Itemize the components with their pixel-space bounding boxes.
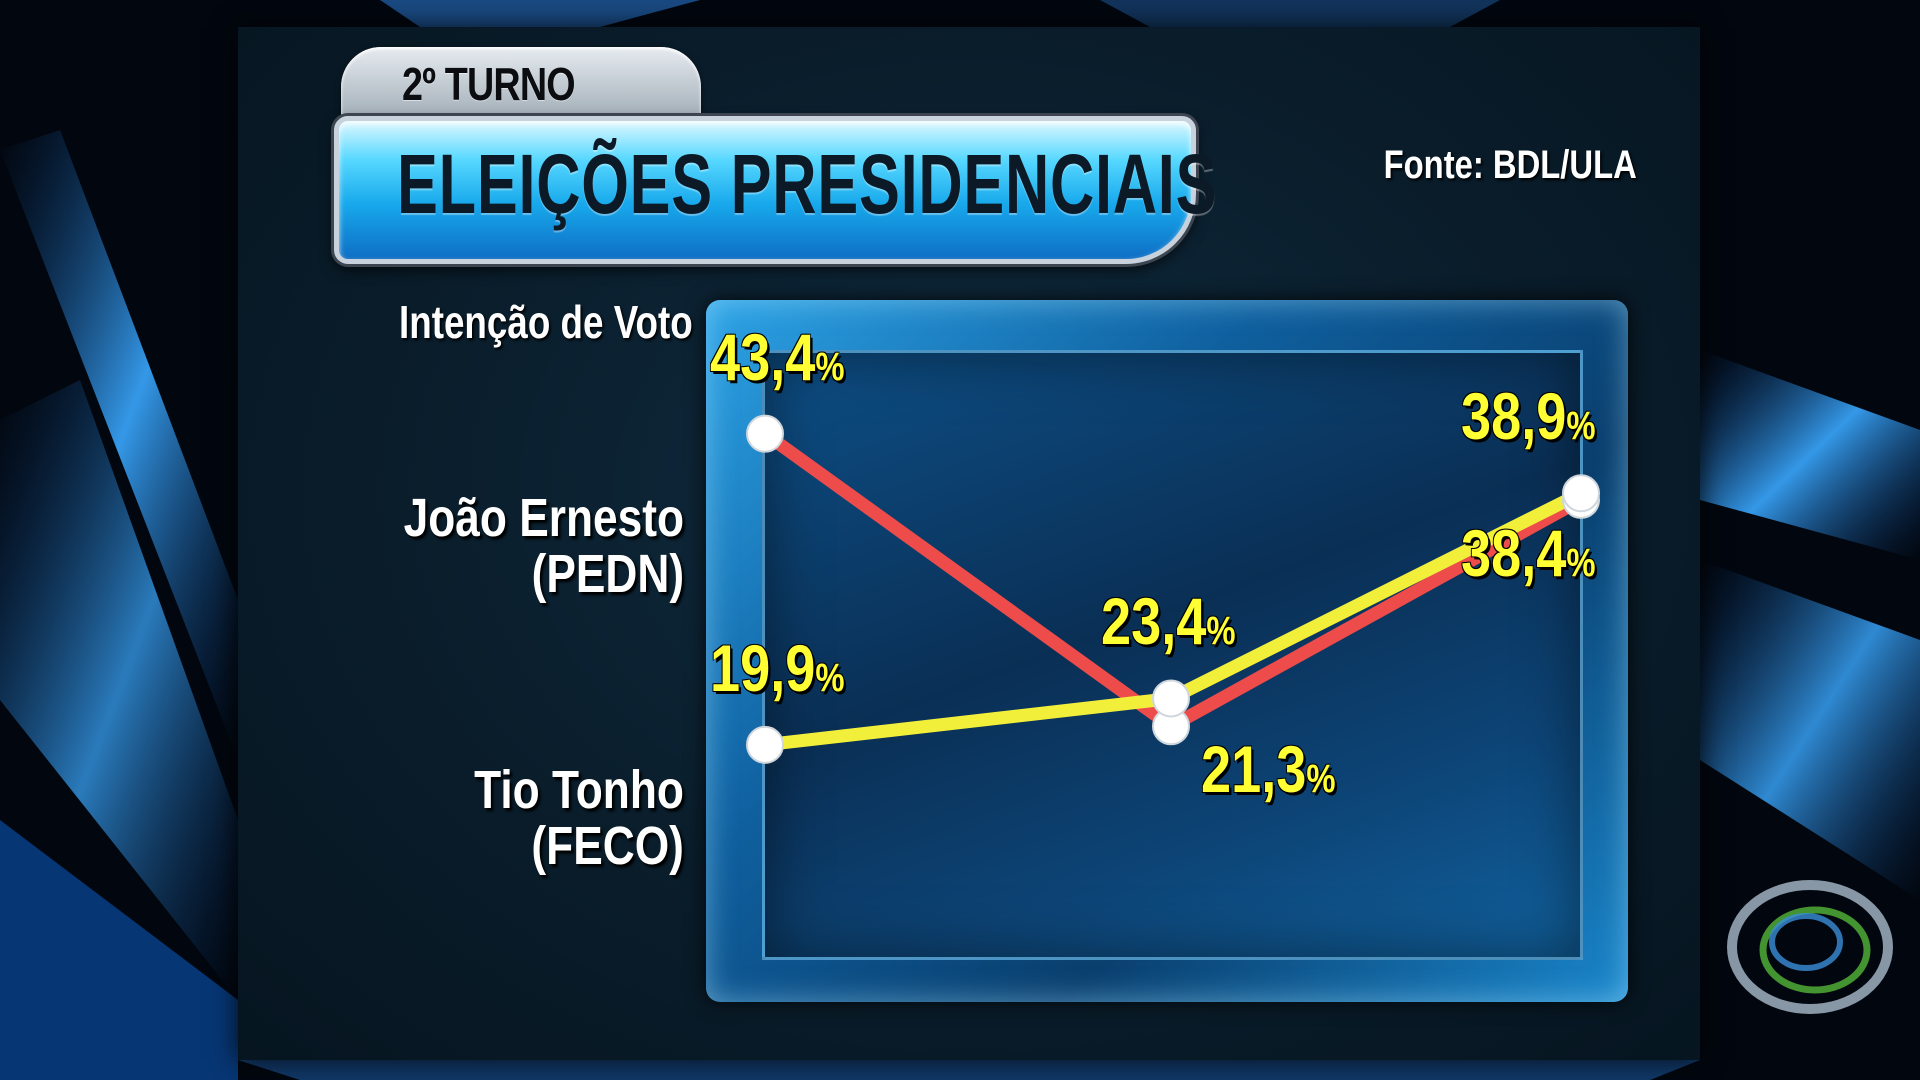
title-banner	[334, 116, 1196, 264]
chart-title: ELEIÇÕES PRESIDENCIAIS	[397, 137, 1218, 231]
candidate-tio-party: (FECO)	[531, 816, 684, 876]
data-label-1-1: 23,4%	[1101, 584, 1236, 659]
data-point-0-0	[746, 414, 784, 453]
turno-label: 2º TURNO	[402, 58, 576, 110]
data-label-1-0: 19,9%	[710, 630, 845, 705]
data-label-1-2: 38,9%	[1461, 379, 1596, 454]
y-axis-label: Intenção de Voto	[399, 296, 693, 348]
turno-tab	[341, 47, 701, 127]
data-label-0-2: 38,4%	[1461, 515, 1596, 590]
data-point-1-1	[1152, 679, 1190, 718]
data-label-0-0: 43,4%	[710, 319, 845, 394]
candidate-label-tio: Tio Tonho (FECO)	[474, 762, 684, 874]
plot-area	[762, 350, 1583, 960]
candidate-joao-party: (PEDN)	[531, 544, 684, 604]
candidate-label-joao: João Ernesto (PEDN)	[403, 490, 684, 602]
candidate-joao-name: João Ernesto	[403, 488, 684, 548]
source-label: Fonte: BDL/ULA	[1383, 143, 1637, 187]
data-label-0-1: 21,3%	[1201, 732, 1336, 807]
candidate-tio-name: Tio Tonho	[474, 760, 684, 820]
channel-logo-icon	[1727, 880, 1893, 1014]
data-point-1-2	[1562, 474, 1600, 513]
data-point-1-0	[746, 725, 784, 764]
